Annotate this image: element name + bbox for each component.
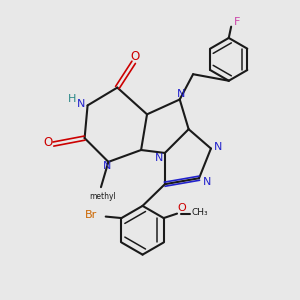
Text: O: O bbox=[44, 136, 53, 149]
Text: O: O bbox=[177, 203, 186, 213]
Text: N: N bbox=[214, 142, 223, 152]
Text: CH₃: CH₃ bbox=[192, 208, 208, 217]
Text: O: O bbox=[130, 50, 140, 63]
Text: methyl: methyl bbox=[89, 192, 116, 201]
Text: N: N bbox=[203, 177, 212, 187]
Text: Br: Br bbox=[85, 210, 97, 220]
Text: N: N bbox=[77, 99, 85, 109]
Text: N: N bbox=[155, 153, 164, 163]
Text: N: N bbox=[103, 161, 111, 171]
Text: F: F bbox=[234, 17, 240, 28]
Text: N: N bbox=[177, 89, 185, 99]
Text: H: H bbox=[68, 94, 76, 104]
